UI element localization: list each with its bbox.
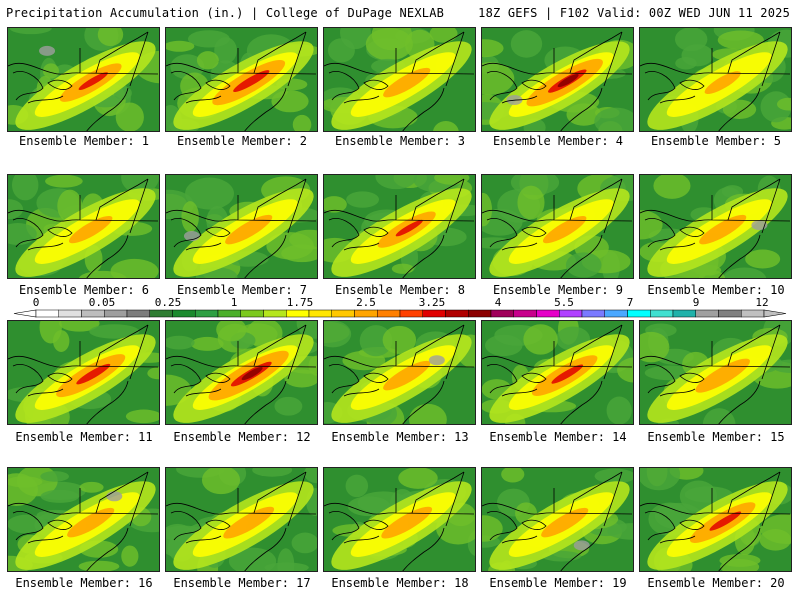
- ensemble-member-label: Ensemble Member: 2: [176, 134, 308, 148]
- colorbar-swatch: [149, 309, 173, 318]
- ensemble-member-label: Ensemble Member: 6: [18, 283, 150, 297]
- ensemble-member-map: [639, 174, 792, 279]
- colorbar-swatch: [627, 309, 651, 318]
- ensemble-member-label: Ensemble Member: 14: [489, 430, 627, 444]
- colorbar-swatch: [672, 309, 696, 318]
- colorbar-tick-label: 5.5: [554, 296, 574, 309]
- colorbar-swatch: [536, 309, 560, 318]
- ensemble-member-label: Ensemble Member: 4: [492, 134, 624, 148]
- colorbar-tick-label: 1: [230, 296, 238, 309]
- ensemble-member-label: Ensemble Member: 19: [489, 576, 627, 590]
- colorbar-swatch: [35, 309, 59, 318]
- ensemble-member-label: Ensemble Member: 17: [173, 576, 311, 590]
- ensemble-member-label: Ensemble Member: 7: [176, 283, 308, 297]
- ensemble-member-map: [323, 174, 476, 279]
- ensemble-member-label: Ensemble Member: 20: [647, 576, 785, 590]
- ensemble-member-map: [165, 320, 318, 425]
- colorbar-swatch: [718, 309, 742, 318]
- colorbar-swatch: [695, 309, 719, 318]
- colorbar-tick-label: 9: [692, 296, 700, 309]
- ensemble-member-label: Ensemble Member: 16: [15, 576, 153, 590]
- colorbar-swatch: [104, 309, 128, 318]
- colorbar-swatch: [377, 309, 401, 318]
- ensemble-member-map: [7, 174, 160, 279]
- colorbar-swatch: [263, 309, 287, 318]
- ensemble-member-label: Ensemble Member: 11: [15, 430, 153, 444]
- ensemble-member-label: Ensemble Member: 13: [331, 430, 469, 444]
- ensemble-member-map: [7, 320, 160, 425]
- colorbar-swatch: [559, 309, 583, 318]
- colorbar-swatch: [604, 309, 628, 318]
- colorbar-swatch: [172, 309, 196, 318]
- precipitation-colorbar: [13, 309, 787, 318]
- colorbar-tick-label: 3.25: [418, 296, 446, 309]
- ensemble-member-map: [639, 27, 792, 132]
- colorbar-tick-label: 7: [626, 296, 634, 309]
- colorbar-tick-labels: 0 0.05 0.25 1 1.75 2.5 3.25 4 5.5 7 9 12: [0, 296, 800, 309]
- ensemble-member-label: Ensemble Member: 3: [334, 134, 466, 148]
- colorbar-swatch: [286, 309, 310, 318]
- colorbar-swatch: [58, 309, 82, 318]
- colorbar-tick-label: 0.25: [154, 296, 182, 309]
- ensemble-member-map: [481, 27, 634, 132]
- colorbar-swatch: [445, 309, 469, 318]
- colorbar-swatch: [399, 309, 423, 318]
- colorbar-swatch: [240, 309, 264, 318]
- ensemble-member-map: [481, 467, 634, 572]
- colorbar-swatch: [331, 309, 355, 318]
- ensemble-member-map: [323, 27, 476, 132]
- ensemble-member-map: [165, 467, 318, 572]
- ensemble-member-map: [481, 320, 634, 425]
- colorbar-tick-label: 1.75: [286, 296, 314, 309]
- colorbar-swatch: [422, 309, 446, 318]
- ensemble-member-label: Ensemble Member: 15: [647, 430, 785, 444]
- ensemble-member-map: [165, 174, 318, 279]
- ensemble-member-label: Ensemble Member: 10: [647, 283, 785, 297]
- ensemble-member-label: Ensemble Member: 8: [334, 283, 466, 297]
- colorbar-swatch: [354, 309, 378, 318]
- colorbar-swatch: [126, 309, 150, 318]
- colorbar-swatch: [513, 309, 537, 318]
- colorbar-swatch: [81, 309, 105, 318]
- ensemble-member-map: [481, 174, 634, 279]
- ensemble-member-map: [639, 320, 792, 425]
- colorbar-tick-label: 2.5: [356, 296, 376, 309]
- ensemble-member-map: [7, 467, 160, 572]
- run-valid-time: 18Z GEFS | F102 Valid: 00Z WED JUN 11 20…: [478, 6, 790, 20]
- ensemble-member-map: [7, 27, 160, 132]
- colorbar-swatch: [195, 309, 219, 318]
- colorbar-tick-label: 0: [32, 296, 40, 309]
- ensemble-member-label: Ensemble Member: 9: [492, 283, 624, 297]
- colorbar-swatch: [650, 309, 674, 318]
- colorbar-swatch: [217, 309, 241, 318]
- ensemble-member-label: Ensemble Member: 5: [650, 134, 782, 148]
- colorbar-swatch: [581, 309, 605, 318]
- ensemble-member-map: [323, 320, 476, 425]
- colorbar-swatch: [308, 309, 332, 318]
- ensemble-member-map: [323, 467, 476, 572]
- colorbar-swatch: [741, 309, 765, 318]
- colorbar-tick-label: 12: [755, 296, 769, 309]
- ensemble-member-label: Ensemble Member: 12: [173, 430, 311, 444]
- ensemble-member-map: [639, 467, 792, 572]
- ensemble-member-label: Ensemble Member: 1: [18, 134, 150, 148]
- ensemble-member-map: [165, 27, 318, 132]
- colorbar-swatch: [468, 309, 492, 318]
- page-title: Precipitation Accumulation (in.) | Colle…: [6, 6, 445, 20]
- colorbar-swatch: [490, 309, 514, 318]
- colorbar-tick-label: 4: [494, 296, 502, 309]
- colorbar-tick-label: 0.05: [88, 296, 116, 309]
- ensemble-member-label: Ensemble Member: 18: [331, 576, 469, 590]
